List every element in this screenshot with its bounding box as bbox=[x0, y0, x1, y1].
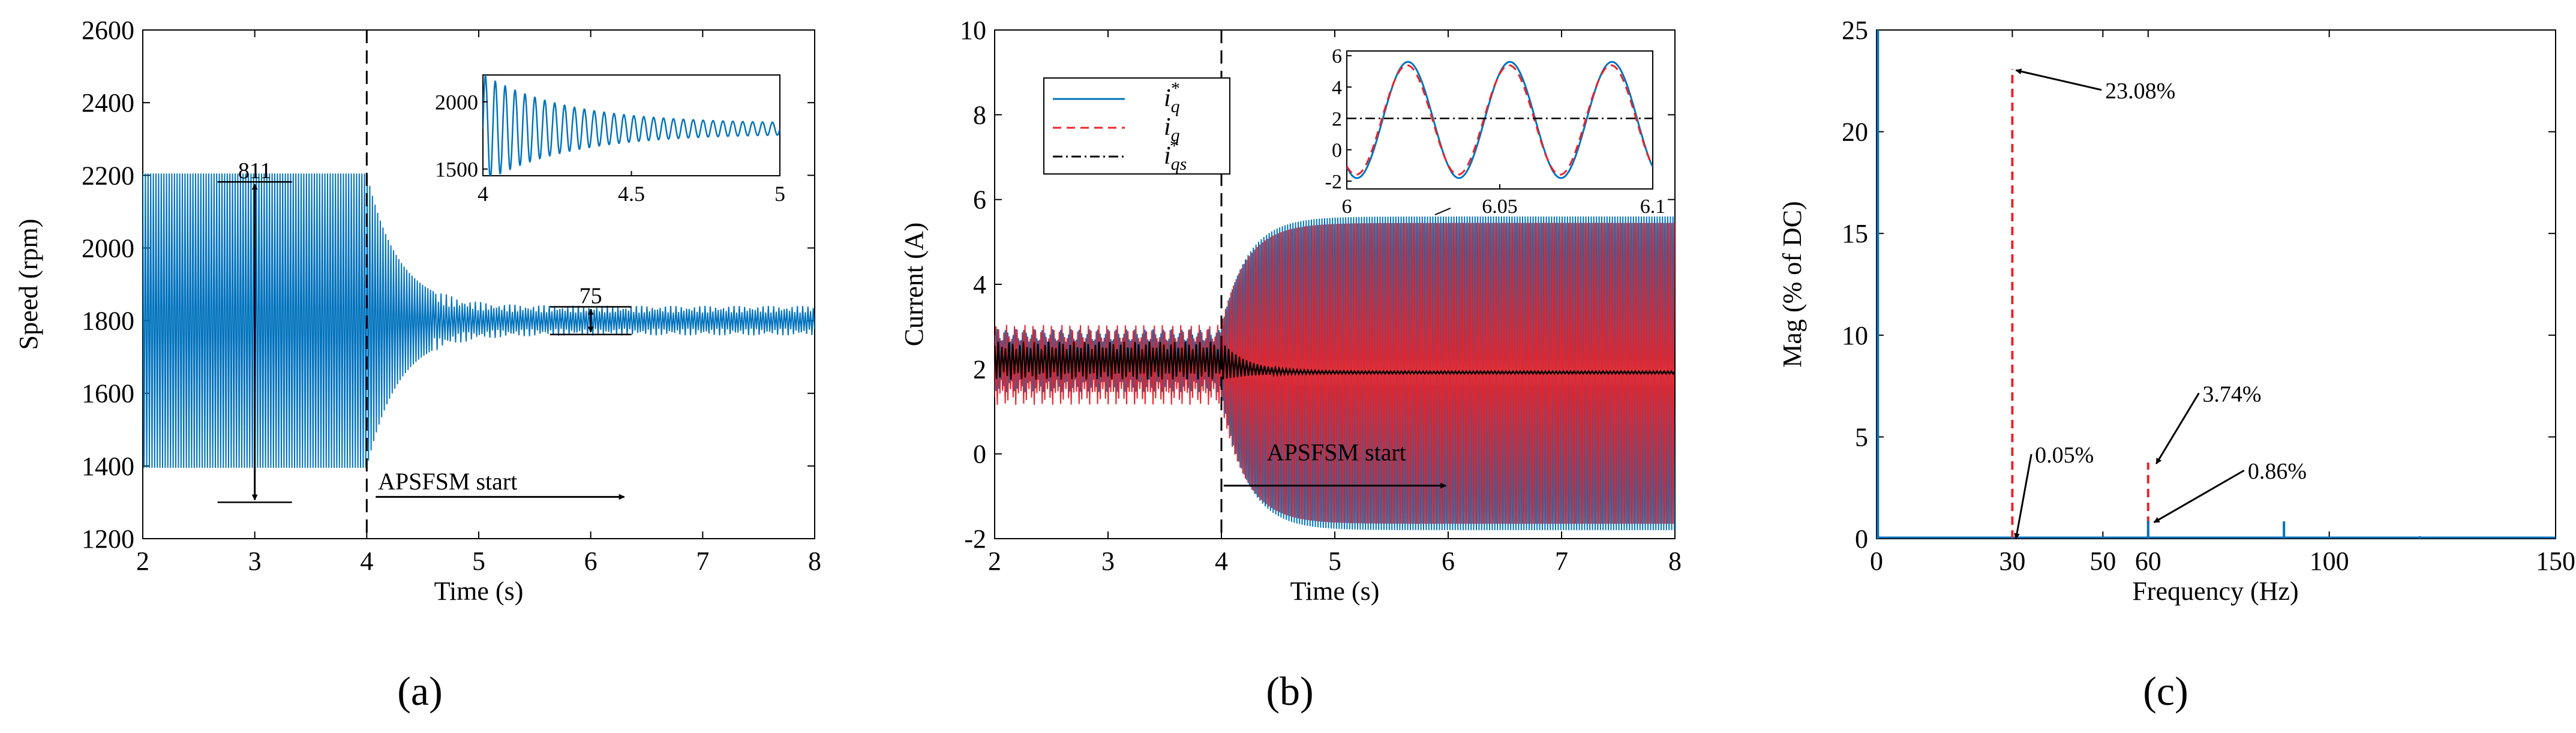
panel-a-x-tick-label: 5 bbox=[472, 546, 485, 576]
panel-a-y-tick-label: 2200 bbox=[82, 161, 134, 190]
panel-b-x-tick-label: 5 bbox=[1328, 546, 1341, 576]
panel-a-y-tick-label: 1600 bbox=[82, 379, 134, 408]
panel-b-x-tick-label: 6 bbox=[1442, 546, 1455, 576]
panel-c-y-axis-label: Mag (% of DC) bbox=[1778, 201, 1807, 367]
panel-b-y-tick-label: 6 bbox=[973, 185, 986, 215]
panel-c-x-axis-label: Frequency (Hz) bbox=[2132, 576, 2298, 606]
panel-a-x-axis-label: Time (s) bbox=[434, 576, 524, 606]
panel-c-plot-area bbox=[1876, 29, 2556, 539]
panel-b-inset-y-tick-label: 2 bbox=[1332, 108, 1342, 130]
panel-c-annotation-arrow bbox=[2153, 469, 2245, 524]
legend-label-istar-q: iq* bbox=[1164, 79, 1180, 116]
panel-c-y-tick-label: 5 bbox=[1855, 422, 1868, 452]
panel-b-series-istar-qs bbox=[995, 341, 1675, 380]
panel-b-inset-series-iq bbox=[1347, 64, 1653, 176]
panel-c-y-tick-label: 25 bbox=[1842, 16, 1868, 45]
panel-a-y-axis-label: Speed (rpm) bbox=[14, 219, 43, 350]
panel-a-x-tick-label: 2 bbox=[136, 546, 149, 576]
panel-a-event-label: APSFSM start bbox=[378, 468, 517, 495]
panel-a-x-tick-label: 7 bbox=[696, 546, 709, 576]
panel-c-x-tick-label: 50 bbox=[2089, 546, 2116, 576]
panel-b-y-tick-label: 10 bbox=[960, 16, 986, 45]
legend-label-iq: iq bbox=[1164, 113, 1180, 145]
panel-c-annotation-arrow bbox=[2015, 68, 2102, 91]
panel-c-annotation-label: 23.08% bbox=[2105, 79, 2175, 104]
panel-b-x-tick-label: 7 bbox=[1555, 546, 1568, 576]
panel-c-spectrum-chart: 0 30 50 60 100 150 0 5 10 15 20 25 23.08% 0.05% 3.74%… bbox=[1778, 16, 2575, 714]
panel-b-x-tick-label: 3 bbox=[1101, 546, 1115, 576]
panel-c-x-tick-label: 60 bbox=[2135, 546, 2161, 576]
panel-b-inset-pointer bbox=[1434, 208, 1451, 215]
panel-b-x-tick-label: 2 bbox=[988, 546, 1001, 576]
legend-box bbox=[1043, 77, 1230, 175]
panel-a-amplitude-label: 811 bbox=[238, 158, 272, 184]
panel-c-y-tick-label: 10 bbox=[1842, 321, 1868, 350]
panel-b-y-tick-label: -2 bbox=[964, 524, 986, 554]
panel-c-x-tick-label: 0 bbox=[1870, 546, 1883, 576]
panel-b-inset-y-tick-label: 0 bbox=[1332, 140, 1342, 162]
panel-b-inset-y-tick-label: 6 bbox=[1332, 46, 1342, 68]
panel-a-inset-x-tick-label: 4.5 bbox=[618, 182, 645, 206]
panel-a-x-tick-label: 6 bbox=[584, 546, 598, 576]
panel-b-inset-x-tick-label: 6 bbox=[1342, 196, 1352, 218]
panel-a-inset-y-tick-label: 2000 bbox=[435, 90, 478, 114]
panel-a-inset-x-tick-label: 4 bbox=[478, 182, 488, 206]
panel-a-y-tick-label: 1200 bbox=[82, 524, 134, 554]
panel-b-x-tick-label: 4 bbox=[1215, 546, 1228, 576]
panel-b-x-tick-label: 8 bbox=[1668, 546, 1682, 576]
panel-c-annotation-arrow bbox=[2155, 392, 2200, 464]
panel-c-y-tick-label: 0 bbox=[1855, 524, 1868, 554]
panel-a-inset-x-tick-label: 5 bbox=[774, 182, 785, 206]
panel-b-y-tick-label: 8 bbox=[973, 100, 986, 130]
panel-c-y-tick-label: 15 bbox=[1842, 219, 1868, 248]
panel-c-annotation-label: 0.86% bbox=[2248, 459, 2307, 484]
panel-b-y-axis-label: Current (A) bbox=[899, 223, 929, 347]
legend-label-istar-qs: iqs* bbox=[1164, 136, 1187, 174]
panel-a-label: (a) bbox=[397, 668, 442, 714]
panel-a-speed-chart: 2 3 4 5 6 7 812001400160018002000220024002600 … bbox=[14, 16, 821, 714]
panel-b-inset-x-tick-label: 6.1 bbox=[1640, 196, 1666, 218]
panel-b-y-tick-label: 4 bbox=[973, 270, 986, 299]
panel-c-annotation-arrow bbox=[2014, 453, 2032, 540]
panel-a-x-tick-label: 8 bbox=[808, 546, 821, 576]
panel-a-y-tick-label: 2600 bbox=[82, 16, 134, 45]
panel-b-inset-x-tick-label: 6.05 bbox=[1482, 196, 1518, 218]
panel-a-x-tick-label: 3 bbox=[248, 546, 262, 576]
panel-b-inset-y-tick-label: 4 bbox=[1332, 77, 1342, 99]
panel-c-label: (c) bbox=[2143, 668, 2188, 714]
panel-a-y-tick-label: 1800 bbox=[82, 307, 134, 336]
panel-c-annotation-label: 0.05% bbox=[2035, 443, 2094, 468]
panel-b-label: (b) bbox=[1266, 668, 1313, 714]
panel-b-inset-y-tick-label: -2 bbox=[1325, 171, 1342, 193]
panel-c-x-tick-label: 100 bbox=[2310, 546, 2349, 576]
panel-c-x-tick-label: 30 bbox=[1999, 546, 2025, 576]
panel-a-inset-y-tick-label: 1500 bbox=[435, 157, 478, 181]
panel-a-y-tick-label: 2000 bbox=[82, 233, 134, 263]
panel-b-y-tick-label: 2 bbox=[973, 355, 986, 384]
panel-a-y-tick-label: 1400 bbox=[82, 452, 134, 481]
panel-c-y-tick-label: 20 bbox=[1842, 118, 1868, 147]
panel-a-x-tick-label: 4 bbox=[360, 546, 373, 576]
panel-b-x-axis-label: Time (s) bbox=[1290, 576, 1380, 606]
panel-c-x-tick-label: 150 bbox=[2536, 546, 2575, 576]
panel-a-y-tick-label: 2400 bbox=[82, 88, 134, 118]
panel-c-annotation-label: 3.74% bbox=[2202, 381, 2261, 407]
panel-a-inset-series bbox=[483, 75, 780, 176]
panel-b-event-label: APSFSM start bbox=[1267, 438, 1406, 465]
panel-b-y-tick-label: 0 bbox=[973, 440, 986, 469]
panel-a-amplitude-label: 75 bbox=[580, 284, 602, 309]
